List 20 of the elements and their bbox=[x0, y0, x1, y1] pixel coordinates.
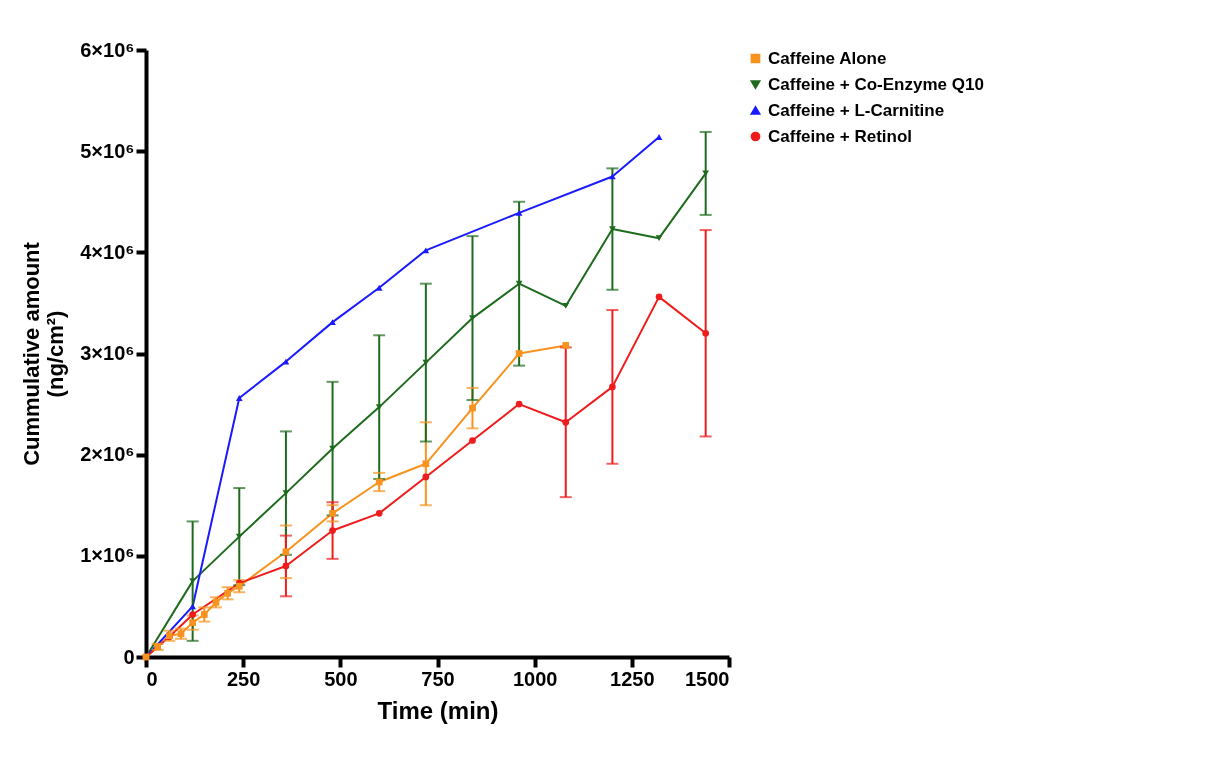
x-tick-label: 500 bbox=[324, 667, 358, 690]
legend-label: Caffeine + L-Carnitine bbox=[768, 100, 945, 120]
x-tick-label: 1000 bbox=[512, 667, 558, 690]
legend-label: Caffeine + Co-Enzyme Q10 bbox=[768, 74, 984, 94]
y-tick-label: 0 bbox=[123, 645, 135, 668]
y-tick-label: 3×10⁶ bbox=[80, 342, 135, 364]
x-tick-label: 1500 bbox=[685, 667, 730, 690]
y-axis-title: Cummulative amount (ng/cm²) bbox=[19, 241, 69, 466]
y-tick-label: 4×10⁶ bbox=[80, 240, 135, 263]
x-tick-label: 750 bbox=[421, 667, 455, 690]
x-axis-title: Time (min) bbox=[377, 696, 499, 724]
y-tick-label: 5×10⁶ bbox=[80, 139, 135, 162]
x-tick-label: 0 bbox=[146, 667, 158, 690]
y-tick-label: 2×10⁶ bbox=[80, 443, 135, 466]
y-tick-label: 1×10⁶ bbox=[80, 544, 135, 567]
legend-label: Caffeine Alone bbox=[768, 48, 887, 68]
x-tick-label: 1250 bbox=[610, 667, 655, 690]
legend-label: Caffeine + Retinol bbox=[768, 126, 913, 146]
x-tick-label: 250 bbox=[226, 667, 261, 690]
y-tick-label: 6×10⁶ bbox=[80, 38, 135, 61]
